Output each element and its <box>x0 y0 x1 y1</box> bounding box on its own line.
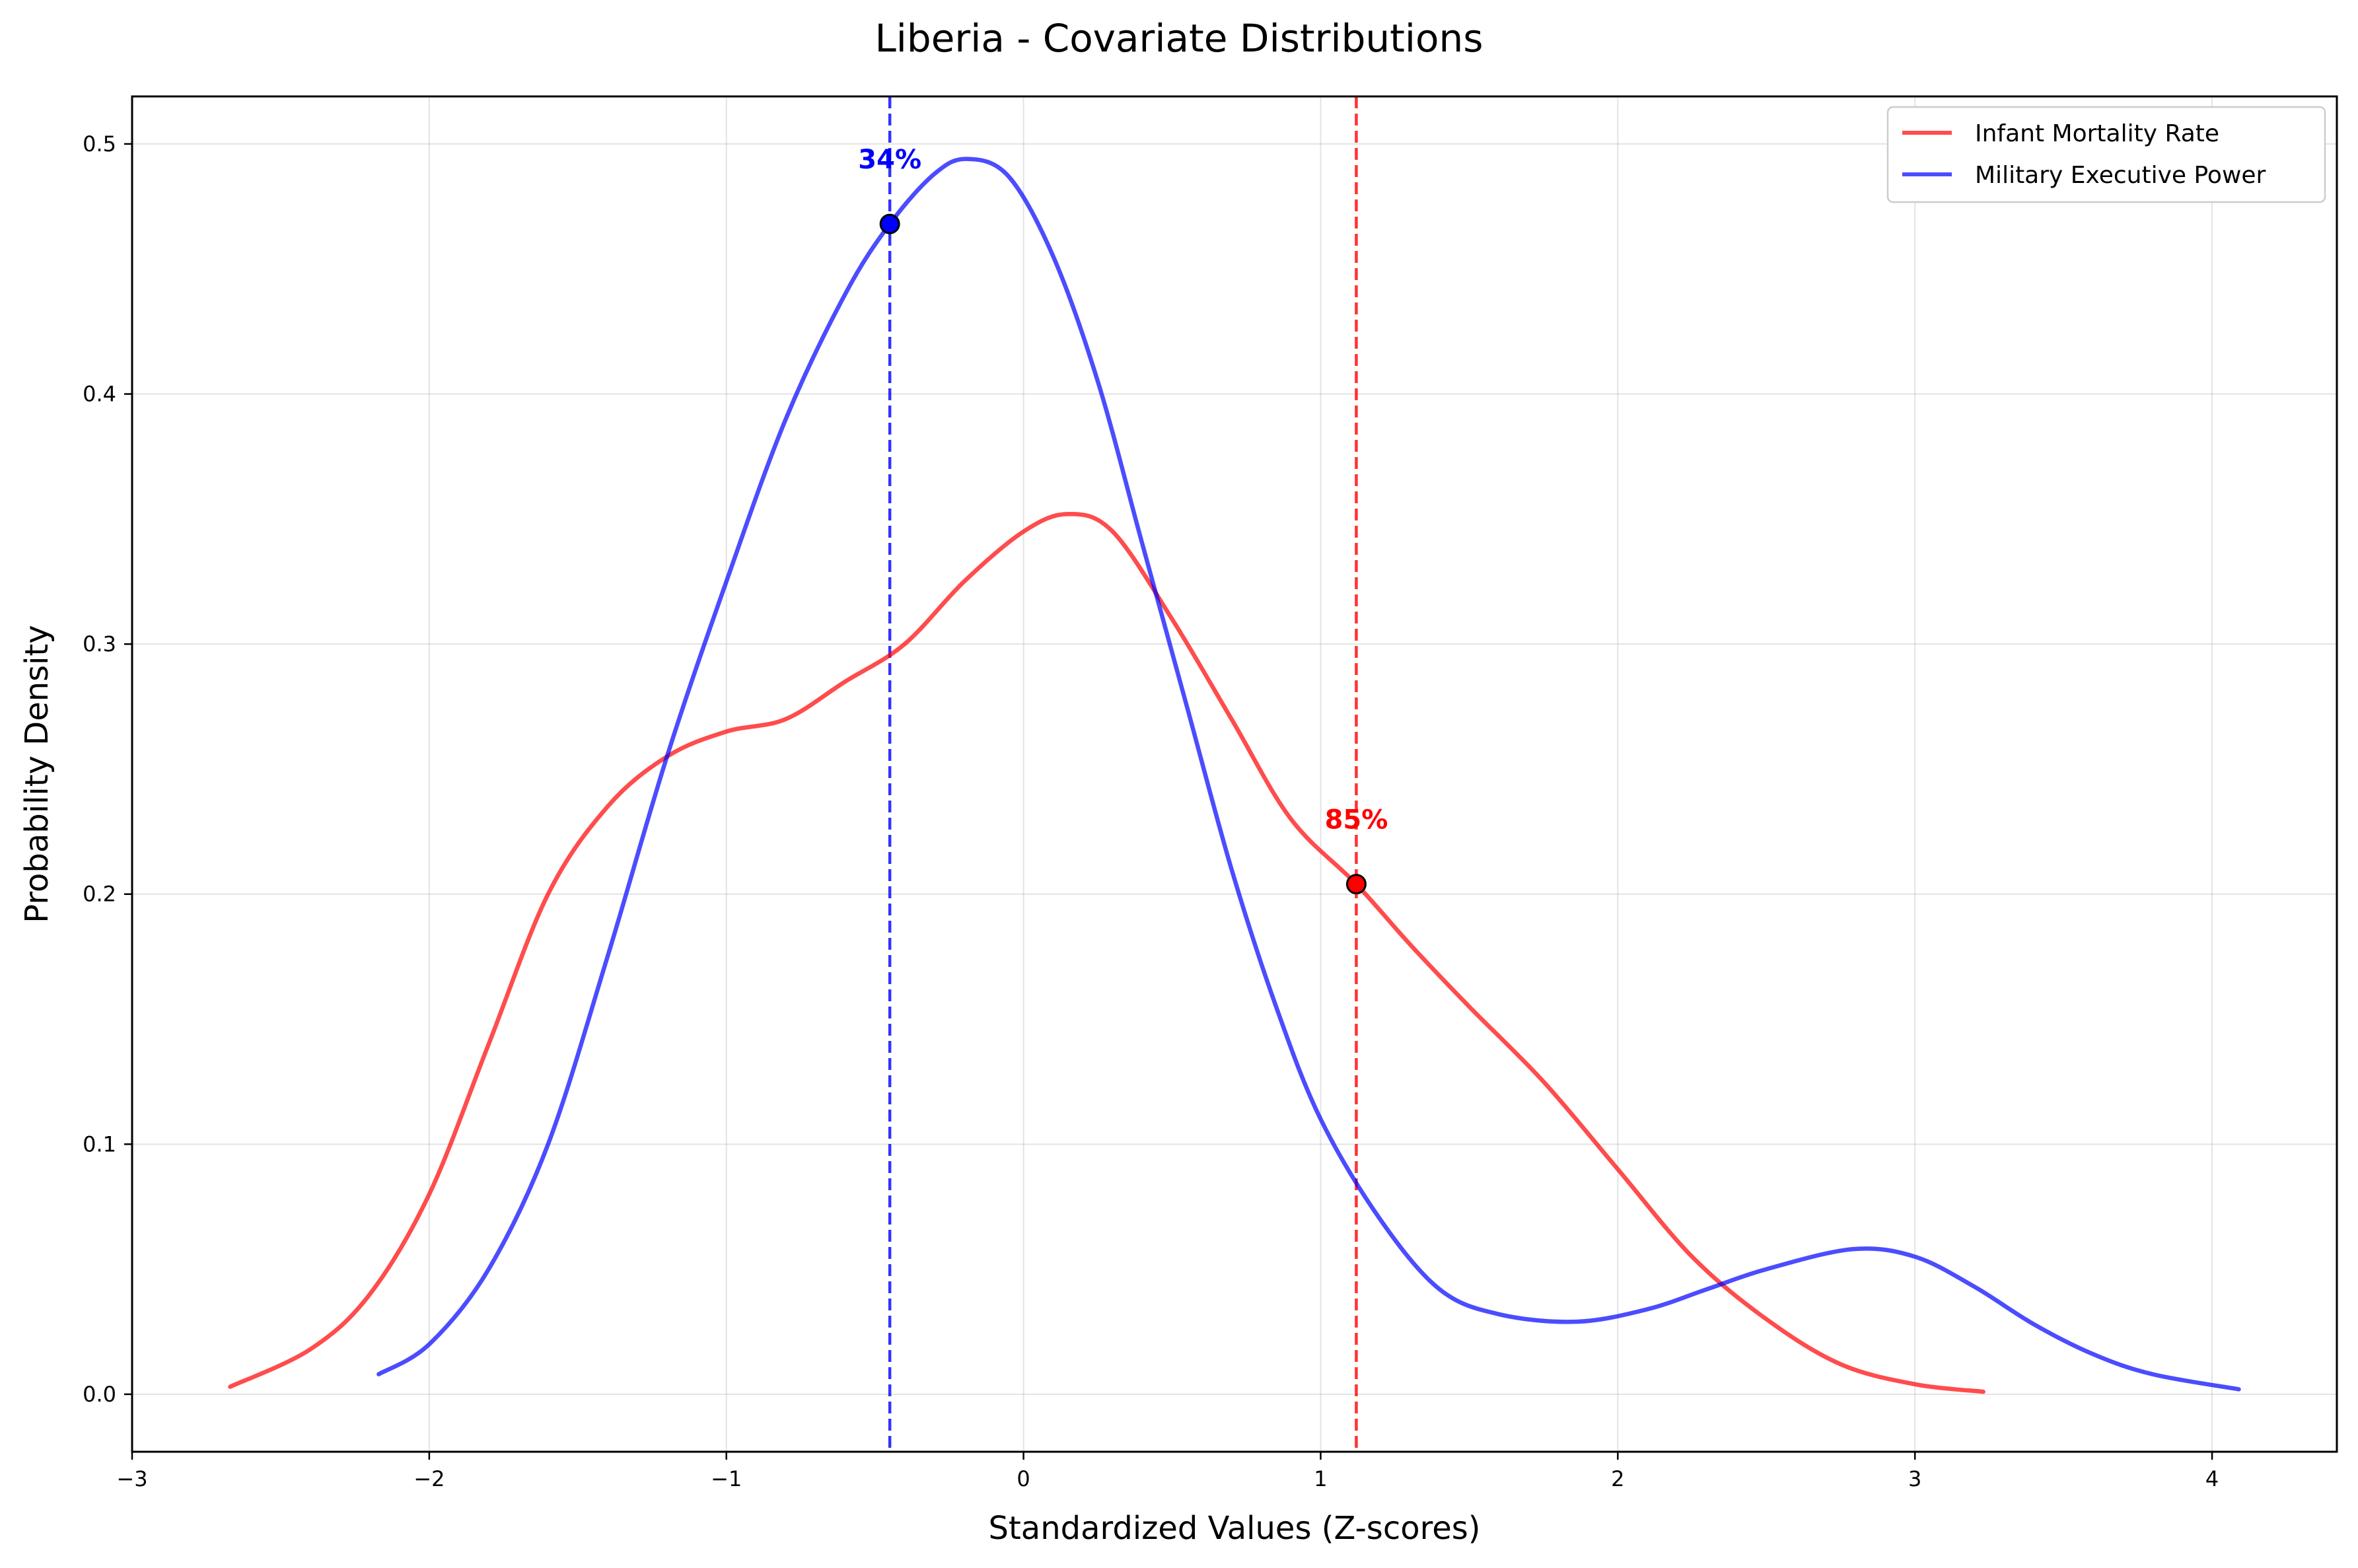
x-tick-label: 3 <box>1908 1466 1921 1491</box>
legend: Infant Mortality Rate Military Executive… <box>1886 106 2326 203</box>
x-tick-label: 4 <box>2205 1466 2219 1491</box>
x-tick-label: 0 <box>1017 1466 1030 1491</box>
chart-title: Liberia - Covariate Distributions <box>875 16 1483 61</box>
y-axis-label: Probability Density <box>18 625 55 923</box>
legend-box <box>1886 106 2326 203</box>
y-tick-label: 0.5 <box>83 131 116 157</box>
x-tick-label: 1 <box>1314 1466 1327 1491</box>
marker-point-military-executive-power <box>879 213 900 234</box>
markers: 34% 85% <box>858 145 1388 895</box>
x-axis-label: Standardized Values (Z-scores) <box>988 1510 1480 1547</box>
legend-label-military-executive-power: Military Executive Power <box>1975 162 2266 189</box>
marker-lines <box>888 96 1358 1452</box>
y-tick-label: 0.2 <box>83 882 116 907</box>
y-tick-label: 0.0 <box>83 1382 116 1407</box>
y-axis-ticks: 0.0 0.1 0.2 0.3 0.4 0.5 <box>83 131 132 1407</box>
x-axis-ticks: −3 −2 −1 0 1 2 3 4 <box>116 1452 2219 1491</box>
marker-label-infant-mortality-rate: 85% <box>1325 805 1388 836</box>
series-line-infant-mortality-rate <box>228 512 1985 1394</box>
marker-label-military-executive-power: 34% <box>858 145 921 175</box>
y-tick-label: 0.3 <box>83 631 116 657</box>
series-lines <box>228 157 2241 1394</box>
y-tick-label: 0.4 <box>83 382 116 407</box>
x-tick-label: −1 <box>711 1466 742 1491</box>
legend-label-infant-mortality-rate: Infant Mortality Rate <box>1975 120 2219 147</box>
x-tick-label: 2 <box>1611 1466 1624 1491</box>
y-tick-label: 0.1 <box>83 1131 116 1157</box>
series-line-military-executive-power <box>376 157 2241 1392</box>
x-tick-label: −2 <box>413 1466 445 1491</box>
plot-frame <box>131 95 2338 1453</box>
x-tick-label: −3 <box>116 1466 147 1491</box>
marker-point-infant-mortality-rate <box>1345 874 1367 895</box>
